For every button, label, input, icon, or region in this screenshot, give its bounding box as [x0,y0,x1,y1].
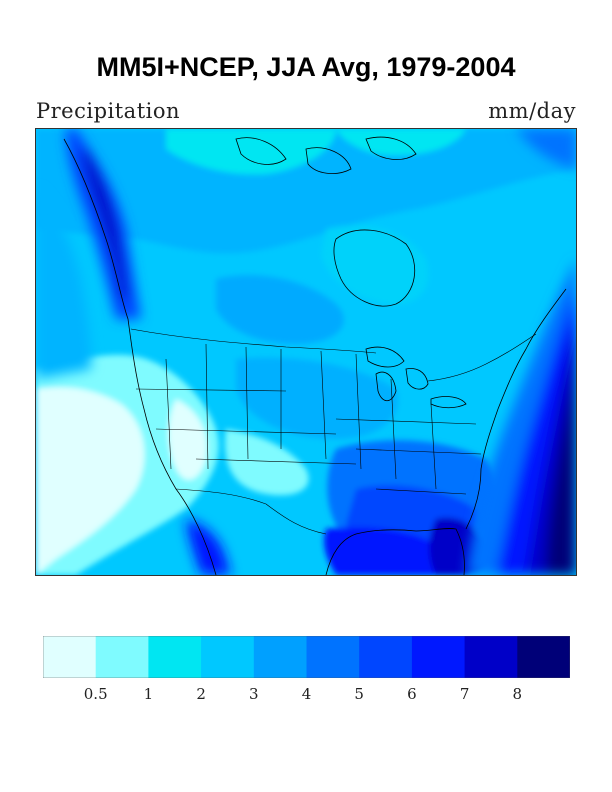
colorbar-bin [411,636,466,678]
colorbar-tick-label: 6 [407,685,417,703]
variable-label: Precipitation [36,99,181,123]
colorbar-tick-label: 8 [512,685,523,703]
map-canvas [36,129,576,575]
colorbar-tick-label: 3 [249,685,259,703]
coastlines [63,136,567,575]
units-label: mm/day [488,99,576,123]
colorbar [43,636,570,678]
colorbar-bin [43,636,97,678]
political-boundaries [130,328,537,535]
colorbar-bin [201,636,255,678]
colorbar-tick-label: 1 [143,685,154,703]
colorbar-bin [148,636,202,678]
colorbar-tick-label: 7 [459,685,470,703]
precipitation-map [35,128,577,576]
map-title: MM5I+NCEP, JJA Avg, 1979-2004 [96,52,516,82]
colorbar-bin [306,636,360,678]
colorbar-tick-label: 5 [354,685,364,703]
precip-fields [36,129,576,575]
colorbar-bin [464,636,518,678]
colorbar-bin [95,636,149,678]
atlantic-precip [36,129,576,575]
colorbar-bin [517,636,570,678]
colorbar-bin [359,636,413,678]
colorbar-bin [253,636,307,678]
colorbar-tick-label: 4 [301,685,312,703]
colorbar-tick-label: 2 [196,685,206,703]
colorbar-tick-label: 0.5 [83,685,108,703]
